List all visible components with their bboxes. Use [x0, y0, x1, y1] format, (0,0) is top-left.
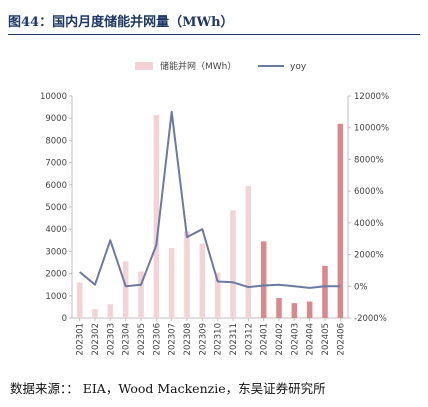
y-left-tick-label: 7000 [45, 159, 67, 169]
x-tick-label-202302: 202302 [91, 323, 101, 355]
bar-202311 [230, 210, 236, 318]
source-note: 数据来源：： EIA，Wood Mackenzie，东吴证券研究所 [10, 381, 326, 396]
y-left-tick-label: 8000 [45, 136, 67, 146]
bar-202304 [122, 261, 129, 318]
bar-202307 [168, 248, 175, 318]
bar-202401 [260, 241, 267, 318]
bar-202312 [245, 185, 252, 318]
bar-202404 [306, 301, 313, 318]
x-tick-label-202405: 202405 [321, 323, 331, 355]
x-tick-label-202307: 202307 [168, 323, 178, 355]
x-tick-label-202303: 202303 [106, 323, 116, 355]
y-left-tick-label: 6000 [45, 181, 67, 191]
x-tick-label-202304: 202304 [122, 323, 132, 355]
bar-202306 [153, 114, 160, 319]
x-tick-label-202402: 202402 [275, 323, 285, 355]
y-left-tick-label: 5000 [45, 203, 67, 213]
y-left-tick-label: 3000 [45, 247, 67, 257]
y-left-tick-label: 0 [62, 314, 67, 324]
y-right-tick-label: 0% [354, 282, 368, 292]
bar-202402 [276, 298, 282, 318]
y-left-tick-label: 1000 [45, 292, 67, 302]
legend-swatch-bars [135, 62, 153, 70]
y-right-tick-label: 8000% [354, 155, 384, 165]
x-tick-label-202306: 202306 [152, 323, 162, 355]
y-right-tick-label: 4000% [354, 219, 384, 229]
x-tick-label-202311: 202311 [229, 323, 239, 355]
y-right-tick-label: 2000% [354, 251, 384, 261]
bar-202405 [322, 265, 328, 318]
y-left-tick-label: 10000 [40, 92, 67, 102]
y-left-tick-label: 4000 [45, 225, 67, 235]
bar-202309 [199, 243, 206, 318]
y-left-tick-label: 2000 [45, 270, 67, 280]
bar-202305 [138, 271, 144, 318]
x-tick-label-202310: 202310 [214, 323, 224, 355]
bar-202310 [214, 272, 221, 318]
x-tick-label-202301: 202301 [76, 323, 86, 355]
yoy-line [79, 110, 341, 289]
bar-202303 [107, 304, 114, 318]
title-rule [8, 34, 420, 35]
bar-202406 [337, 123, 344, 318]
y-right-tick-label: 10000% [354, 124, 389, 134]
x-tick-label-202406: 202406 [336, 323, 346, 355]
x-tick-label-202312: 202312 [244, 323, 254, 355]
bar-202301 [76, 282, 83, 318]
bar-202308 [184, 231, 190, 318]
y-right-tick-label: 12000% [354, 92, 389, 102]
legend-label-bars: 储能并网（MWh） [160, 60, 236, 72]
legend-label-yoy: yoy [290, 62, 307, 72]
x-tick-label-202403: 202403 [290, 323, 300, 355]
y-left-tick-label: 9000 [45, 114, 67, 124]
x-tick-label-202309: 202309 [198, 323, 208, 355]
y-right-tick-label: -2000% [354, 314, 387, 324]
bar-202302 [92, 309, 98, 318]
figure-title: 图44：国内月度储能并网量（MWh） [8, 15, 234, 30]
bar-202403 [291, 303, 298, 318]
x-tick-label-202308: 202308 [183, 323, 193, 355]
x-tick-label-202305: 202305 [137, 323, 147, 355]
y-right-tick-label: 6000% [354, 187, 384, 197]
x-tick-label-202401: 202401 [260, 323, 270, 355]
x-tick-label-202404: 202404 [306, 323, 316, 355]
